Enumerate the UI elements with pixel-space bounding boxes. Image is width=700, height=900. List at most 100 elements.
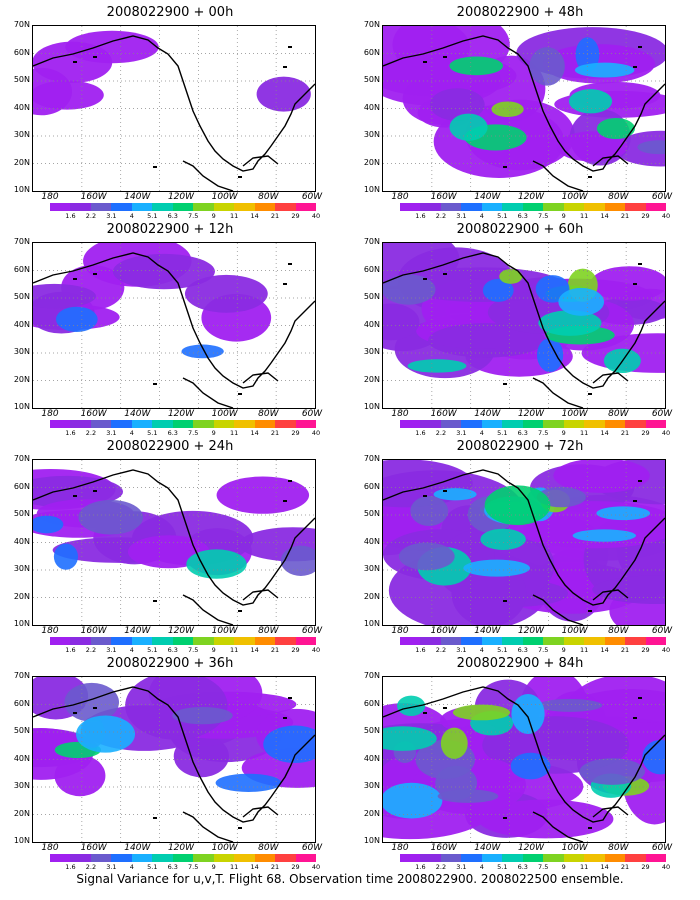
variance-contour	[499, 269, 523, 284]
colorbar-label: 14	[600, 212, 609, 220]
lon-label: 180	[41, 192, 59, 202]
variance-contour	[181, 344, 224, 359]
colorbar-swatch	[461, 854, 482, 862]
island	[283, 500, 287, 502]
colorbar-label: 1.6	[415, 429, 426, 437]
colorbar-swatch	[111, 420, 132, 428]
colorbar-label: 40	[311, 429, 321, 437]
colorbar-label: 7.5	[188, 646, 199, 654]
colorbar-label: 21	[620, 646, 630, 654]
map-plot	[32, 676, 316, 843]
colorbar-label: 9	[561, 429, 566, 437]
lon-label: 60W	[651, 843, 673, 853]
colorbar-label: 5.1	[497, 863, 508, 871]
variance-contour	[397, 695, 426, 717]
variance-contour	[596, 118, 636, 140]
colorbar-swatch	[604, 420, 626, 428]
island	[93, 707, 97, 709]
lat-label: 10N	[363, 619, 380, 628]
colorbar-label: 9	[211, 212, 216, 220]
colorbar-label: 40	[311, 646, 321, 654]
variance-contour	[398, 542, 455, 571]
variance-contour	[449, 56, 503, 76]
colorbar-label: 21	[270, 646, 280, 654]
map-plot	[382, 676, 666, 843]
lat-label: 30N	[13, 781, 30, 790]
island	[153, 600, 157, 602]
colorbar-label: 4	[479, 429, 484, 437]
colorbar-label: 1.6	[65, 212, 76, 220]
lon-label: 180	[391, 843, 409, 853]
lat-label: 40N	[13, 536, 30, 546]
colorbar-swatch	[254, 637, 276, 645]
lat-label: 10N	[363, 836, 380, 845]
colorbar-label: 3.1	[456, 212, 467, 220]
lat-label: 70N	[13, 237, 30, 246]
colorbar-swatch	[234, 854, 255, 862]
variance-contour	[383, 782, 443, 819]
lon-label: 140W	[124, 626, 151, 636]
variance-contour	[383, 274, 436, 305]
colorbar-label: 4	[479, 212, 484, 220]
colorbar-swatch	[584, 854, 605, 862]
lat-label: 50N	[363, 509, 380, 518]
lat-label: 30N	[363, 347, 380, 356]
colorbar-label: 4	[479, 646, 484, 654]
map-svg	[383, 460, 665, 625]
colorbar-swatch	[70, 637, 91, 645]
colorbar-swatch	[625, 420, 646, 428]
variance-contour	[55, 306, 98, 332]
lon-label: 120W	[517, 843, 545, 853]
island	[503, 383, 507, 385]
colorbar-label: 7.5	[538, 429, 549, 437]
colorbar-swatch	[625, 637, 646, 645]
colorbar-label: 7.5	[538, 212, 549, 220]
variance-contour	[112, 253, 215, 290]
lat-label: 70N	[13, 454, 30, 463]
lat-label: 50N	[13, 292, 30, 301]
colorbar-swatch	[275, 420, 296, 428]
lat-label: 70N	[363, 671, 380, 680]
map-plot	[32, 242, 316, 409]
island	[638, 697, 642, 699]
colorbar-label: 21	[620, 429, 630, 437]
colorbar-swatch	[502, 637, 523, 645]
lon-label: 80W	[608, 192, 629, 202]
variance-contour	[568, 89, 613, 114]
lon-label: 120W	[167, 843, 195, 853]
variance-contour	[440, 727, 468, 759]
map-panel: 2008022900 + 12h 70N 60N 50N 40N 30N 20N 10N 180…	[0, 222, 340, 437]
lon-label: 180	[391, 626, 409, 636]
lat-label: 40N	[363, 102, 380, 112]
colorbar	[50, 637, 317, 645]
lon-label: 180	[41, 409, 59, 419]
island	[633, 66, 637, 68]
variance-contour	[579, 758, 645, 785]
coastline	[383, 686, 665, 842]
colorbar-swatch	[213, 420, 235, 428]
lon-label: 120W	[517, 409, 545, 419]
lat-label: 20N	[363, 157, 380, 167]
colorbar-swatch	[111, 637, 132, 645]
colorbar-labels: 1.6 2.2 3.1 4 5.1 6.3 7.5 9 11 14 21 29 40	[400, 429, 670, 439]
lat-label: 20N	[13, 591, 30, 601]
colorbar-label: 14	[600, 429, 609, 437]
island	[153, 166, 157, 168]
map-svg	[33, 460, 315, 625]
island	[588, 610, 592, 612]
coastline	[33, 35, 315, 191]
colorbar-label: 3.1	[456, 863, 467, 871]
colorbar-swatch	[50, 420, 71, 428]
island	[633, 717, 637, 719]
variance-contour	[433, 488, 477, 501]
map-panel: 2008022900 + 00h 70N 60N 50N 40N 30N 20N 10N 180…	[0, 5, 340, 220]
variance-contour	[592, 575, 665, 604]
colorbar-swatch	[70, 420, 91, 428]
colorbar-swatch	[131, 854, 153, 862]
colorbar-label: 5.1	[497, 429, 508, 437]
island	[73, 495, 77, 497]
lon-label: 100W	[211, 843, 238, 853]
island	[638, 46, 642, 48]
colorbar-swatch	[522, 420, 544, 428]
colorbar-swatch	[172, 203, 194, 211]
